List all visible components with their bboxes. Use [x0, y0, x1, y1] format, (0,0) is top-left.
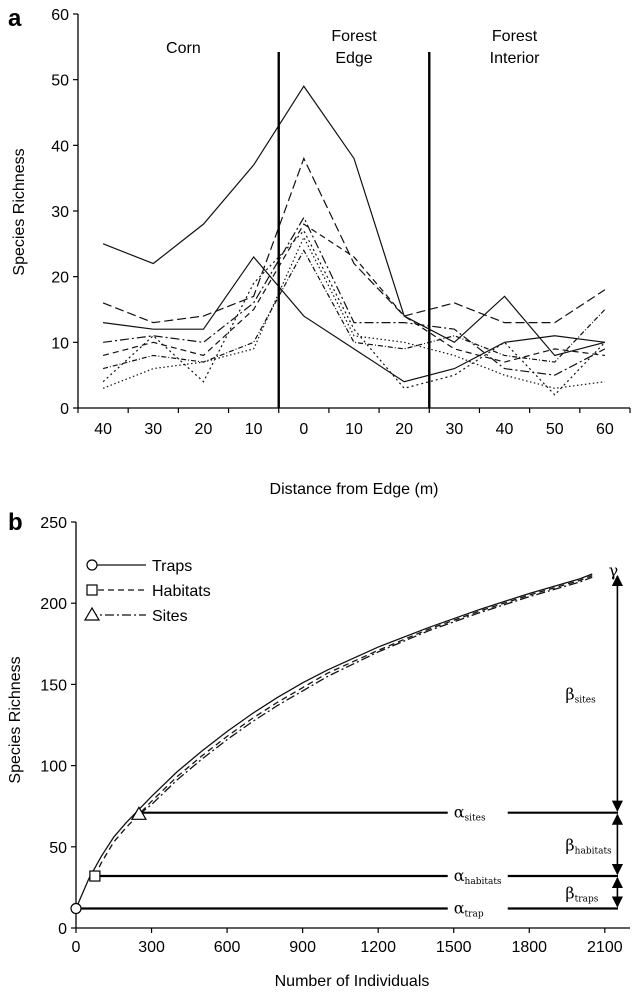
- panel-a-series-line-8: [102, 249, 606, 370]
- panel-a-y-axis-label: Species Richness: [11, 148, 28, 275]
- panel-b-chart: b 0 50 100 150 200 250 0 300 600 900 1200 1500 1800 2…: [7, 509, 630, 990]
- panel-b-x-tick-label: 600: [214, 939, 241, 956]
- panel-b-x-tick-label: 900: [289, 939, 316, 956]
- beta-label-beta_sites: βsites: [565, 684, 596, 705]
- level-label-alpha_trap: αtrap: [454, 899, 484, 920]
- panel-b-x-tick-label: 300: [138, 939, 165, 956]
- region-label-interior: Interior: [490, 50, 540, 67]
- panel-b-legend: Traps Habitats Sites: [83, 558, 211, 625]
- panel-a-x-tick-label: 20: [195, 421, 213, 438]
- panel-a-y-tick-label: 40: [51, 138, 69, 155]
- panel-a-series-line-5: [102, 223, 605, 363]
- panel-a-x-tick-label: 40: [496, 421, 514, 438]
- panel-a-x-tick-label: 30: [445, 421, 463, 438]
- panel-b-y-axis-label: Species Richness: [7, 656, 24, 783]
- beta-label-beta_habitats: βhabitats: [565, 835, 612, 856]
- panel-a-series-line-7: [102, 235, 605, 389]
- panel-a-x-tick-label: 10: [345, 421, 363, 438]
- region-label-corn: Corn: [166, 40, 201, 57]
- level-label-alpha_sites: αsites: [454, 803, 486, 824]
- panel-a-x-tick-label: 30: [144, 421, 162, 438]
- panel-a-chart: a 0 10 20 30 40 50 60 40 30 20 10 0 10 20 30 40 50 60 Cor…: [8, 5, 631, 498]
- legend-triangle-icon: [83, 606, 101, 621]
- region-label-edge: Forest: [331, 28, 377, 45]
- panel-b-x-tick-label: 2100: [587, 939, 623, 956]
- level-label-bg-alpha_trap: [447, 898, 508, 913]
- panel-b-y-tick-label: 200: [40, 596, 67, 613]
- curve-sites: [138, 576, 593, 815]
- panel-a-series-line-6: [102, 229, 606, 396]
- panel-a-series-line-4: [103, 216, 606, 376]
- region-label-interior: Forest: [492, 28, 538, 45]
- curve-traps: [75, 573, 593, 909]
- panel-a-series-line-2: [103, 255, 605, 383]
- panel-b-x-tick-label: 1800: [511, 939, 547, 956]
- panel-a-x-axis-label: Distance from Edge (m): [270, 481, 439, 498]
- beta-label-beta_traps: βtraps: [565, 883, 598, 904]
- panel-a-x-tick-label: 60: [596, 421, 614, 438]
- panel-a-y-tick-label: 0: [60, 401, 69, 418]
- level-label-bg-alpha_sites: [447, 802, 508, 817]
- marker-circle-icon: [70, 902, 82, 915]
- panel-a-series-line-3: [102, 156, 606, 324]
- panel-a-y-tick-label: 50: [51, 73, 69, 90]
- marker-triangle-icon: [130, 806, 147, 820]
- panel-b-y-tick-label: 150: [40, 677, 67, 694]
- legend-circle-icon: [86, 559, 98, 571]
- panel-b-x-tick-label: 1200: [360, 939, 396, 956]
- panel-a-y-tick-label: 30: [51, 204, 69, 221]
- panel-b-y-tick-label: 250: [40, 515, 67, 532]
- marker-square-icon: [89, 870, 101, 882]
- panel-b-letter: b: [8, 509, 23, 536]
- panel-b-y-tick-label: 0: [58, 921, 67, 938]
- panel-b-x-axis-label: Number of Individuals: [275, 973, 430, 990]
- panel-b-x-tick-label: 0: [72, 939, 81, 956]
- legend-label-sites: Sites: [152, 608, 188, 625]
- curve-habitats: [94, 574, 593, 877]
- legend-square-icon: [86, 584, 98, 596]
- panel-a-y-tick-label: 60: [51, 7, 69, 24]
- panel-a-series-line-1: [102, 85, 606, 357]
- level-label-alpha_habitats: αhabitats: [454, 866, 502, 887]
- panel-a-x-tick-label: 40: [94, 421, 112, 438]
- panel-a-x-tick-label: 10: [245, 421, 263, 438]
- panel-a-letter: a: [8, 5, 22, 32]
- panel-a-y-tick-label: 10: [51, 335, 69, 352]
- panel-a-x-tick-label: 0: [299, 421, 308, 438]
- panel-a-x-tick-label: 20: [395, 421, 413, 438]
- legend-label-habitats: Habitats: [152, 583, 211, 600]
- panel-b-x-tick-label: 1500: [436, 939, 472, 956]
- panel-a-x-tick-label: 50: [546, 421, 564, 438]
- panel-b-y-tick-label: 100: [40, 759, 67, 776]
- gamma-label: γ: [609, 561, 619, 580]
- region-label-edge: Edge: [335, 50, 372, 67]
- panel-b-y-tick-label: 50: [49, 840, 67, 857]
- legend-label-traps: Traps: [152, 558, 192, 575]
- level-label-bg-alpha_habitats: [447, 866, 508, 881]
- panel-a-y-tick-label: 20: [51, 270, 69, 287]
